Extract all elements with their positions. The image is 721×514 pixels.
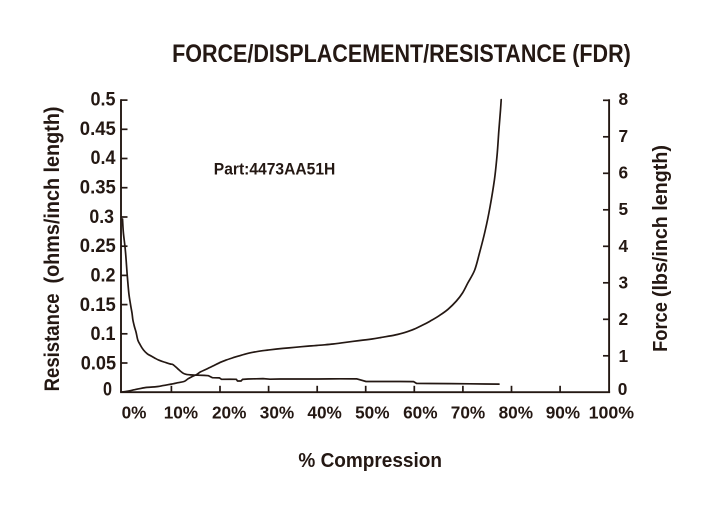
svg-text:80%: 80% [499, 403, 533, 423]
svg-text:8: 8 [619, 89, 629, 109]
svg-text:(ohms/inch length): (ohms/inch length) [41, 107, 64, 284]
svg-text:% Compression: % Compression [298, 449, 442, 472]
svg-text:0.15: 0.15 [80, 295, 116, 316]
svg-text:(lbs/inch length): (lbs/inch length) [649, 145, 672, 297]
svg-text:6: 6 [619, 163, 629, 183]
svg-text:10%: 10% [164, 403, 198, 423]
svg-text:90%: 90% [546, 403, 580, 423]
svg-text:Resistance: Resistance [41, 293, 64, 391]
svg-text:5: 5 [619, 199, 629, 219]
svg-text:70%: 70% [451, 403, 485, 423]
svg-text:0: 0 [103, 380, 112, 401]
svg-text:0.25: 0.25 [80, 236, 116, 257]
svg-text:0.05: 0.05 [81, 354, 117, 375]
svg-text:30%: 30% [260, 403, 294, 423]
svg-text:2: 2 [619, 309, 629, 329]
svg-text:0.4: 0.4 [91, 148, 116, 169]
svg-text:0.3: 0.3 [89, 207, 114, 228]
svg-text:50%: 50% [355, 403, 389, 423]
svg-text:1: 1 [619, 346, 629, 366]
svg-text:0.1: 0.1 [91, 324, 116, 345]
svg-text:0%: 0% [122, 403, 147, 423]
svg-text:7: 7 [619, 126, 629, 146]
svg-text:0.45: 0.45 [80, 119, 116, 140]
svg-text:3: 3 [619, 273, 629, 293]
svg-text:0.5: 0.5 [91, 90, 116, 111]
svg-text:FORCE/DISPLACEMENT/RESISTANCE: FORCE/DISPLACEMENT/RESISTANCE (FDR) [172, 41, 631, 68]
svg-text:0: 0 [618, 379, 628, 399]
svg-text:100%: 100% [589, 403, 634, 423]
svg-text:Part:4473AA51H: Part:4473AA51H [214, 161, 335, 179]
svg-text:4: 4 [619, 236, 629, 256]
svg-text:40%: 40% [307, 403, 341, 423]
svg-text:60%: 60% [403, 403, 437, 423]
svg-text:0.35: 0.35 [80, 178, 116, 199]
svg-text:Force: Force [649, 302, 672, 352]
svg-text:0.2: 0.2 [91, 266, 116, 287]
svg-text:20%: 20% [212, 403, 246, 423]
